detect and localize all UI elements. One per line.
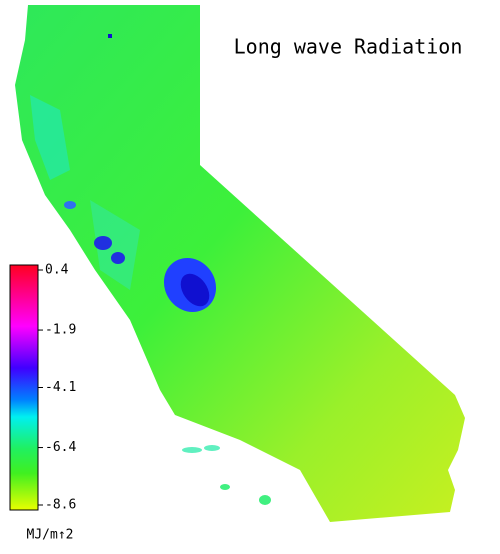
colorbar-ticks: 0.4 -1.9 -4.1 -6.4 -8.6 [38, 263, 76, 513]
map-title: Long wave Radiation [234, 35, 463, 59]
colorbar-tick-label: 0.4 [45, 263, 69, 278]
colorbar-tick-label: -6.4 [45, 440, 76, 455]
colorbar-tick-label: -1.9 [45, 323, 76, 338]
colorbar-unit: MJ/m↑2 [27, 528, 74, 543]
colorbar-tick-label: -4.1 [45, 380, 76, 395]
california [15, 5, 465, 522]
colorbar [9, 264, 39, 511]
colorbar-tick-label: -8.6 [45, 498, 76, 513]
